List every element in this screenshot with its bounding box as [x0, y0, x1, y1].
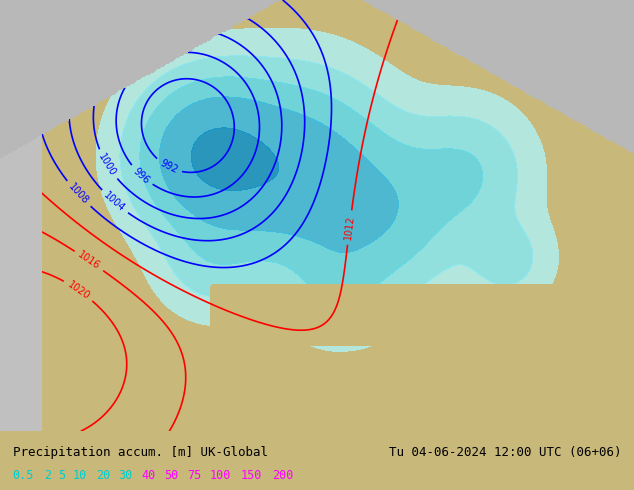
Text: 75: 75 [187, 469, 201, 482]
Text: 1000: 1000 [96, 151, 118, 178]
Text: 100: 100 [210, 469, 231, 482]
Text: 2: 2 [44, 469, 51, 482]
Text: 1012: 1012 [343, 215, 356, 240]
Text: 996: 996 [131, 166, 152, 185]
Text: 40: 40 [141, 469, 155, 482]
Text: 50: 50 [164, 469, 178, 482]
Text: 20: 20 [96, 469, 110, 482]
Text: 200: 200 [272, 469, 294, 482]
Text: 992: 992 [158, 158, 179, 175]
Text: 0.5: 0.5 [13, 469, 34, 482]
Text: 1016: 1016 [76, 250, 102, 272]
Text: 30: 30 [119, 469, 133, 482]
Text: Tu 04-06-2024 12:00 UTC (06+06): Tu 04-06-2024 12:00 UTC (06+06) [389, 446, 621, 459]
Text: 150: 150 [241, 469, 262, 482]
Polygon shape [0, 0, 17, 431]
Text: 1008: 1008 [67, 182, 91, 206]
Text: 1020: 1020 [65, 279, 91, 301]
Text: 5: 5 [58, 469, 65, 482]
Text: 10: 10 [73, 469, 87, 482]
Text: 1004: 1004 [102, 190, 127, 214]
Text: Precipitation accum. [m] UK-Global: Precipitation accum. [m] UK-Global [13, 446, 268, 459]
